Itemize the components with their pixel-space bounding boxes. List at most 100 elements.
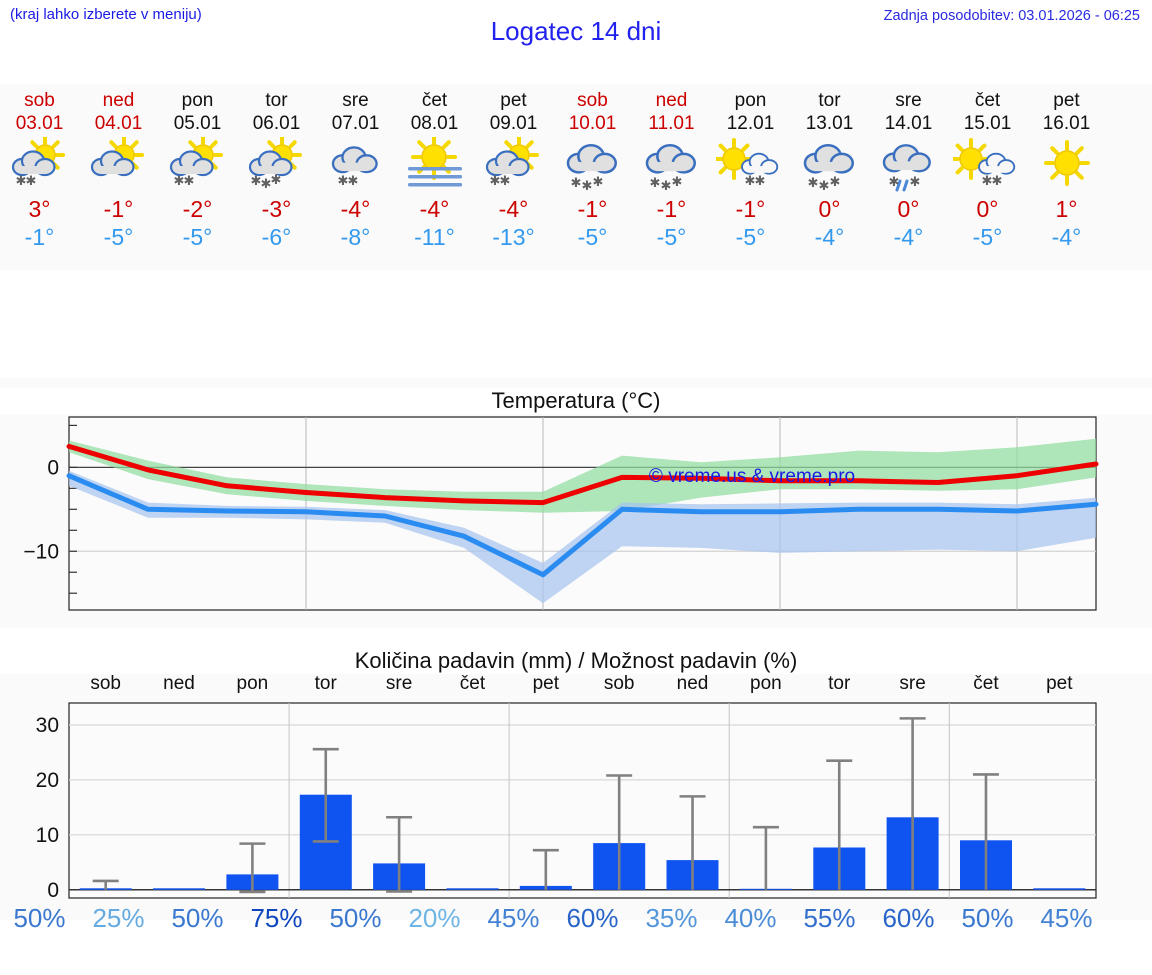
svg-text:✱: ✱ <box>660 179 671 193</box>
temp-min: -4° <box>893 224 924 250</box>
svg-text:ned: ned <box>163 673 195 694</box>
temperature-chart-panel: 0 −10 <box>0 378 1152 628</box>
svg-text:✱: ✱ <box>183 174 194 189</box>
menu-hint: (kraj lahko izberete v meniju) <box>10 6 202 23</box>
day-name: pon <box>181 90 214 111</box>
temp-min: -5° <box>103 224 134 250</box>
temp-min: -5° <box>656 224 687 250</box>
day-date: 14.01 <box>884 113 933 134</box>
svg-text:0: 0 <box>47 879 59 902</box>
temp-min: -1° <box>24 224 55 250</box>
temp-max: 1° <box>1055 196 1078 222</box>
watermark: © vreme.us & vreme.pro <box>648 466 856 487</box>
precip-probability-2: 50% <box>171 903 224 933</box>
svg-text:ned: ned <box>677 673 709 694</box>
page-title: Logatec 14 dni <box>490 16 662 46</box>
svg-text:−10: −10 <box>23 540 59 563</box>
sun-icon <box>1032 137 1102 193</box>
temp-max: -1° <box>577 196 608 222</box>
temp-min: -5° <box>182 224 213 250</box>
day-date: 06.01 <box>252 113 301 134</box>
day-column-3[interactable]: tor 06.01 ✱ ✱ ✱ -3° -6° <box>237 84 316 270</box>
sun-cloud-snow-right-icon: ✱ ✱ <box>952 137 1023 193</box>
svg-text:✱: ✱ <box>260 177 271 192</box>
day-name: sre <box>895 90 922 111</box>
temp-max: 3° <box>28 196 51 222</box>
day-name: ned <box>655 90 688 111</box>
svg-text:20: 20 <box>36 769 59 792</box>
day-date: 13.01 <box>805 113 854 134</box>
svg-text:✱: ✱ <box>649 176 660 191</box>
day-column-4[interactable]: sre 07.01 ✱ ✱ -4° -8° <box>316 84 395 270</box>
day-column-2[interactable]: pon 05.01 ✱ ✱ -2° -5° <box>158 84 237 270</box>
day-date: 11.01 <box>648 113 695 134</box>
temp-min: -5° <box>577 224 608 250</box>
temp-min: -5° <box>972 224 1003 250</box>
day-column-1[interactable]: ned 04.01 -1° -5° <box>79 84 158 270</box>
svg-text:✱: ✱ <box>991 174 1002 189</box>
precip-probability-1: 25% <box>92 903 145 933</box>
svg-text:✱: ✱ <box>173 174 184 189</box>
temp-max: -4° <box>340 196 371 222</box>
day-column-0[interactable]: sob 03.01 ✱ ✱ 3° -1° <box>0 84 79 270</box>
temp-min: -8° <box>340 224 371 250</box>
cloud-sleet-icon: ✱ ✱ <box>874 137 944 193</box>
day-column-11[interactable]: sre 14.01 ✱ ✱ 0° -4° <box>869 84 948 270</box>
svg-text:0: 0 <box>47 456 59 479</box>
day-name: sre <box>342 90 369 111</box>
day-date: 12.01 <box>726 113 775 134</box>
svg-text:10: 10 <box>36 824 59 847</box>
temp-min: -4° <box>814 224 845 250</box>
svg-text:✱: ✱ <box>671 175 682 190</box>
temp-min: -4° <box>1051 224 1082 250</box>
svg-text:30: 30 <box>36 714 59 737</box>
svg-text:✱: ✱ <box>25 174 36 189</box>
svg-text:✱: ✱ <box>15 174 26 189</box>
day-name: sob <box>577 90 608 111</box>
sun-cloud-icon <box>84 137 154 193</box>
day-date: 05.01 <box>173 113 222 134</box>
temp-max: 0° <box>976 196 999 222</box>
temperature-chart-title: Temperatura (°C) <box>0 388 1152 414</box>
day-column-10[interactable]: tor 13.01 ✱ ✱ ✱ 0° -4° <box>790 84 869 270</box>
svg-text:✱: ✱ <box>592 175 603 190</box>
day-column-9[interactable]: pon 12.01 ✱ ✱ -1° -5° <box>711 84 790 270</box>
day-column-5[interactable]: čet 08.01 -4° -11° <box>395 84 474 270</box>
day-column-7[interactable]: sob 10.01 ✱ ✱ ✱ -1° -5° <box>553 84 632 270</box>
temp-max: 0° <box>897 196 920 222</box>
precip-probability-9: 40% <box>724 903 777 933</box>
precip-probability-5: 20% <box>408 903 461 933</box>
day-name: pet <box>1053 90 1080 111</box>
precipitation-chart-title: Količina padavin (mm) / Možnost padavin … <box>0 648 1152 674</box>
svg-text:✱: ✱ <box>981 174 992 189</box>
day-name: čet <box>421 90 448 111</box>
temp-max: -4° <box>498 196 529 222</box>
temp-min: -5° <box>735 224 766 250</box>
svg-text:✱: ✱ <box>499 174 510 189</box>
svg-text:✱: ✱ <box>489 174 500 189</box>
svg-text:✱: ✱ <box>581 179 592 193</box>
cloud-snow-heavy-icon: ✱ ✱ ✱ <box>558 137 628 193</box>
precip-probability-13: 45% <box>1040 903 1093 933</box>
precip-probability-4: 50% <box>329 903 382 933</box>
svg-text:sre: sre <box>386 673 412 694</box>
temp-min: -6° <box>261 224 292 250</box>
day-column-13[interactable]: pet 16.01 1° -4° <box>1027 84 1106 270</box>
precip-probability-11: 60% <box>882 903 935 933</box>
day-name: tor <box>265 90 288 111</box>
day-name: čet <box>974 90 1001 111</box>
temp-max: -1° <box>103 196 134 222</box>
svg-text:tor: tor <box>828 673 851 694</box>
svg-text:pon: pon <box>750 673 782 694</box>
day-column-8[interactable]: ned 11.01 ✱ ✱ ✱ -1° -5° <box>632 84 711 270</box>
svg-text:✱: ✱ <box>829 175 840 190</box>
day-date: 15.01 <box>963 113 1012 134</box>
svg-text:pon: pon <box>237 673 269 694</box>
day-name: pet <box>500 90 527 111</box>
day-column-12[interactable]: čet 15.01 ✱ ✱ 0° -5° <box>948 84 1027 270</box>
day-date: 10.01 <box>568 113 617 134</box>
svg-text:✱: ✱ <box>337 174 348 189</box>
day-column-6[interactable]: pet 09.01 ✱ ✱ -4° -13° <box>474 84 553 270</box>
sun-fog-icon <box>400 137 470 193</box>
svg-text:✱: ✱ <box>807 176 818 191</box>
